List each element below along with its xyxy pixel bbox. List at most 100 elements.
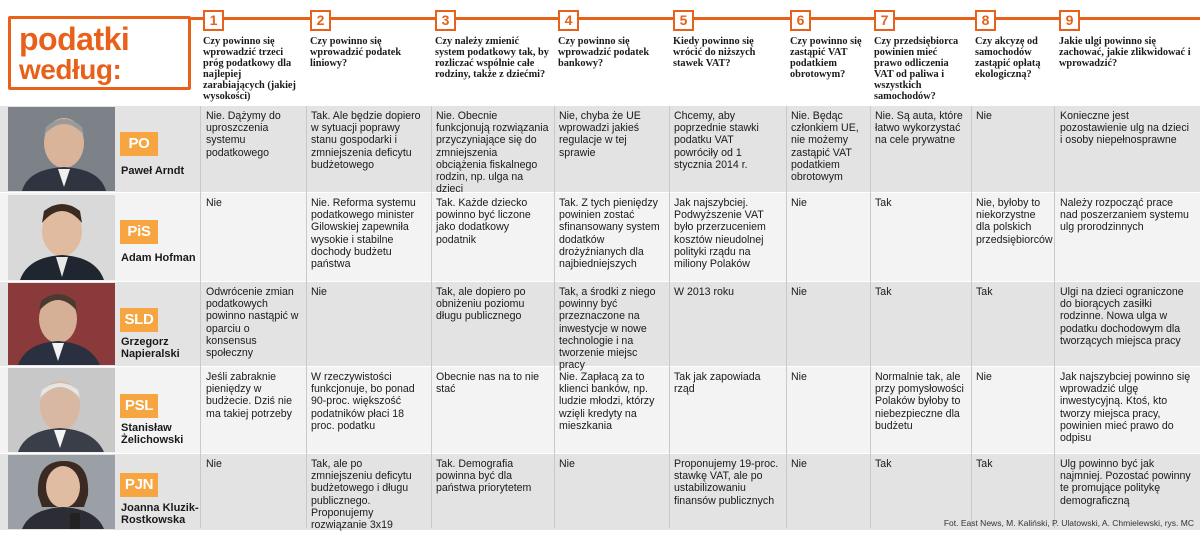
party-badge-pis: PiS [120,220,158,244]
question-header-2: 2 Czy powinno się wprowadzić podatek lin… [310,10,430,106]
avatar [8,368,115,452]
answer-cell: Tak. Ale będzie dopiero w sytuacji popra… [311,110,421,171]
question-header-4: 4 Czy powinno się wprowadzić podatek ban… [558,10,668,106]
answer-cell: Tak jak zapowiada rząd [674,371,761,396]
answer-cell: Tak [976,286,993,298]
answer-cell: Konieczne jest pozostawienie ulg na dzie… [1060,110,1189,147]
answer-cell: Tak [875,286,892,298]
answer-cell: Odwrócenie zmian podatkowych powinno nas… [206,286,299,360]
question-number: 7 [874,10,895,31]
question-number: 3 [435,10,456,31]
answer-cell: Nie. Obecnie funkcjonują rozwiązania prz… [436,110,549,196]
question-text: Czy powinno się wprowadzić podatek linio… [310,36,402,69]
answer-cell: Nie. Będąc członkiem UE, nie możemy zast… [791,110,859,184]
politician-name: Joanna Kluzik-Rostkowska [121,502,199,526]
party-badge-po: PO [120,132,158,156]
question-header-6: 6 Czy powinno się zastąpić VAT podatkiem… [790,10,868,106]
column-divider [431,106,432,528]
answer-cell: W rzeczywistości funkcjonuje, bo ponad 9… [311,371,415,432]
answer-cell: Nie. Są auta, które łatwo wykorzystać na… [875,110,963,147]
question-text: Czy akcyzę od samochodów zastąpić opłatą… [975,36,1041,80]
column-divider [786,106,787,528]
politician-name: Stanisław Żelichowski [121,422,184,446]
answer-cell: W 2013 roku [674,286,735,298]
avatar [8,455,115,529]
question-number: 9 [1059,10,1080,31]
question-header-1: 1 Czy powinno się wprowadzić trzeci próg… [203,10,308,106]
answer-cell: Obecnie nas na to nie stać [436,371,540,396]
answer-cell: Nie. Dążymy do uproszczenia systemu poda… [206,110,281,159]
question-text: Jakie ulgi powinno się zachować, jakie z… [1059,36,1191,69]
politician-name: Paweł Arndt [121,165,185,177]
column-divider [200,106,201,528]
question-text: Czy powinno się zastąpić VAT podatkiem o… [790,36,862,80]
party-badge-psl: PSL [120,394,158,418]
answer-cell: Nie [791,371,807,383]
answer-cell: Proponujemy 19-proc. stawkę VAT, ale po … [674,458,779,507]
question-header-5: 5 Kiedy powinno się wrócić do niższych s… [673,10,785,106]
question-number: 5 [673,10,694,31]
question-number: 2 [310,10,331,31]
answer-cell: Nie. Zapłacą za to klienci banków, np. l… [559,371,655,432]
answer-cell: Nie. Reforma systemu podatkowego ministe… [311,197,416,271]
party-badge-pjn: PJN [120,473,158,497]
answer-cell: Tak, ale dopiero po obniżeniu poziomu dł… [436,286,526,323]
title-line-2: według: [19,54,122,85]
answer-cell: Nie [311,286,327,298]
answer-cell: Jak najszybciej. Podwyższenie VAT było p… [674,197,766,271]
avatar [8,195,115,280]
answer-cell: Tak [976,458,993,470]
question-text: Czy należy zmienić system podatkowy tak,… [435,36,549,80]
question-header-3: 3 Czy należy zmienić system podatkowy ta… [435,10,553,106]
answer-cell: Nie, chyba że UE wprowadzi jakieś regula… [559,110,641,159]
politician-name: Grzegorz Napieralski [121,336,180,360]
column-divider [870,106,871,528]
answer-cell: Nie, byłoby to niekorzystne dla polskich… [976,197,1053,246]
question-text: Kiedy powinno się wrócić do niższych sta… [673,36,756,69]
answer-cell: Jeśli zabraknie pieniędzy w budżecie. Dz… [206,371,292,420]
question-number: 1 [203,10,224,31]
question-header-8: 8 Czy akcyzę od samochodów zastąpić opła… [975,10,1053,106]
answer-cell: Ulgi na dzieci ograniczone do biorących … [1060,286,1184,347]
answer-cell: Tak. Demografia powinna być dla państwa … [436,458,532,495]
answer-cell: Nie [791,286,807,298]
column-divider [1054,106,1055,528]
answer-cell: Tak, ale po zmniejszeniu deficytu budżet… [311,458,412,532]
answer-cell: Nie [791,197,807,209]
question-number: 4 [558,10,579,31]
question-text: Czy przedsiębiorca powinien mieć prawo o… [874,36,959,102]
answer-cell: Nie [206,458,222,470]
question-number: 6 [790,10,811,31]
question-header-9: 9 Jakie ulgi powinno się zachować, jakie… [1059,10,1197,106]
answer-cell: Należy rozpocząć prace nad poszerzaniem … [1060,197,1189,234]
column-divider [971,106,972,528]
answer-cell: Nie [791,458,807,470]
answer-cell: Nie [976,371,992,383]
answer-cell: Nie [206,197,222,209]
title-line-1: podatki [19,21,130,57]
answer-cell: Tak. Z tych pieniędzy powinien zostać sf… [559,197,660,271]
answer-cell: Nie [559,458,575,470]
question-text: Czy powinno się wprowadzić podatek banko… [558,36,650,69]
title-box: podatki według: [8,16,191,90]
answer-cell: Nie [976,110,992,122]
column-divider [306,106,307,528]
politician-name: Adam Hofman [121,252,196,264]
avatar [8,107,115,191]
column-divider [554,106,555,528]
answer-cell: Jak najszybciej powinno się wprowadzić u… [1060,371,1191,445]
answer-cell: Chcemy, aby poprzednie stawki podatku VA… [674,110,759,171]
party-badge-sld: SLD [120,308,158,332]
question-text: Czy powinno się wprowadzić trzeci próg p… [203,36,296,102]
title-rule [191,17,1200,20]
question-header-7: 7 Czy przedsiębiorca powinien mieć prawo… [874,10,971,106]
answer-cell: Tak. Każde dziecko powinno być liczone j… [436,197,531,246]
photo-credit: Fot. East News, M. Kaliński, P. Ulatowsk… [943,518,1194,528]
answer-cell: Ulg powinno być jak najmniej. Pozostać p… [1060,458,1191,507]
question-number: 8 [975,10,996,31]
answer-cell: Tak [875,458,892,470]
avatar [8,283,115,365]
column-divider [669,106,670,528]
answer-cell: Normalnie tak, ale przy pomysłowości Pol… [875,371,964,432]
answer-cell: Tak, a środki z niego powinny być przezn… [559,286,656,372]
